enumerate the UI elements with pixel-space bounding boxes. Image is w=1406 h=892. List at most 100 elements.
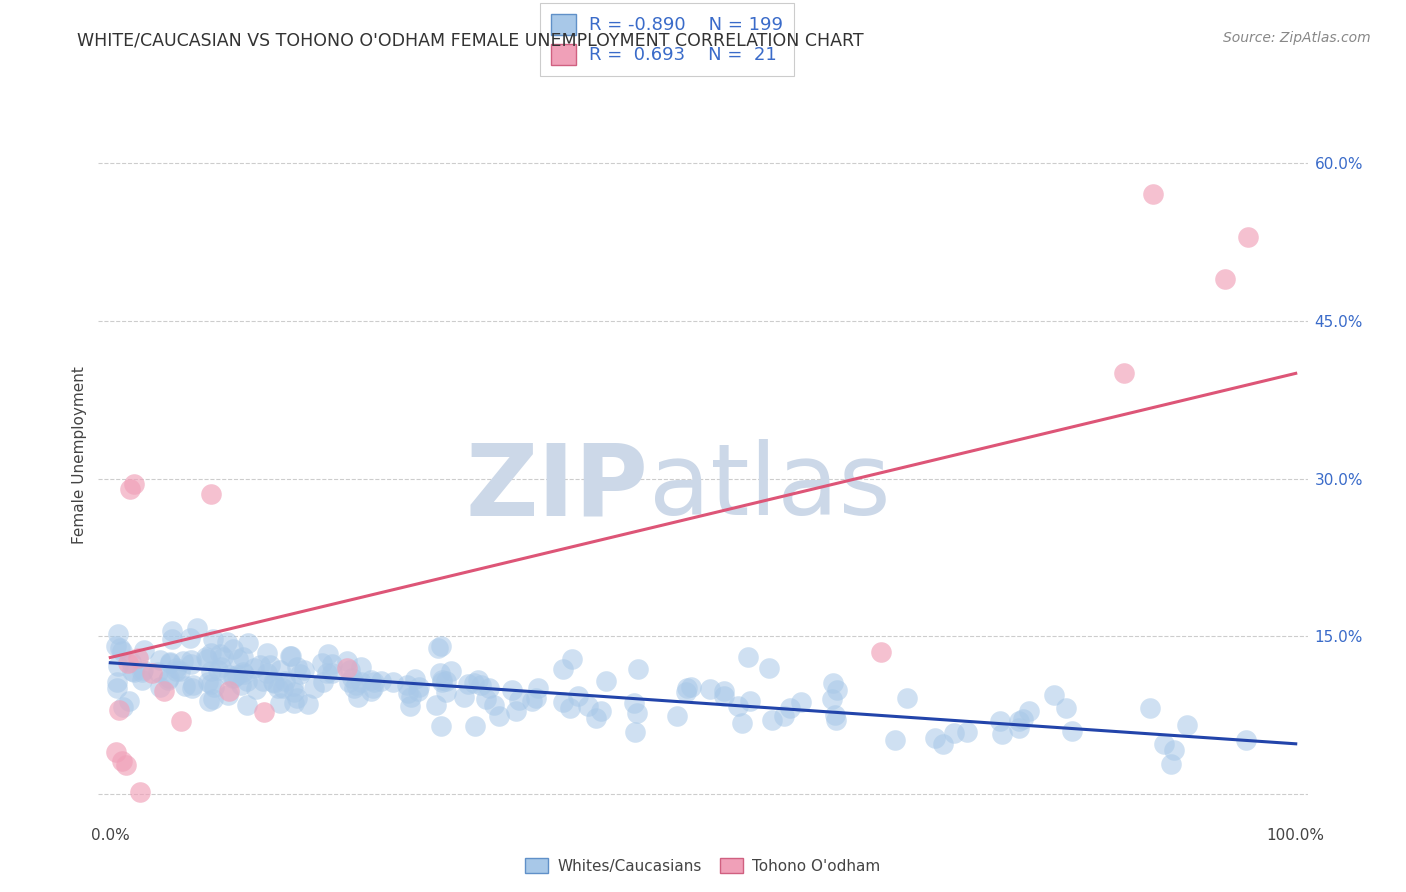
Point [114, 757, 136, 772]
Point [122, 665, 145, 679]
Point [160, 632, 183, 646]
Point [337, 674, 360, 689]
Point [105, 675, 128, 690]
Point [429, 666, 451, 681]
Point [157, 673, 180, 688]
Point [278, 648, 301, 663]
Point [990, 714, 1012, 728]
Point [315, 665, 337, 680]
Y-axis label: Female Unemployment: Female Unemployment [72, 366, 87, 544]
Point [180, 653, 202, 667]
Point [467, 673, 489, 687]
Point [789, 695, 811, 709]
Point [869, 645, 891, 659]
Point [160, 624, 183, 639]
Text: WHITE/CAUCASIAN VS TOHONO O'ODHAM FEMALE UNEMPLOYMENT CORRELATION CHART: WHITE/CAUCASIAN VS TOHONO O'ODHAM FEMALE… [77, 31, 863, 49]
Point [430, 639, 453, 653]
Point [200, 677, 222, 691]
Point [149, 652, 172, 666]
Point [1054, 701, 1077, 715]
Point [1175, 718, 1198, 732]
Point [117, 656, 139, 670]
Point [159, 657, 181, 671]
Point [159, 656, 181, 670]
Point [1234, 732, 1257, 747]
Point [1012, 712, 1035, 726]
Point [1008, 721, 1031, 735]
Point [225, 667, 247, 681]
Point [676, 681, 699, 695]
Point [551, 695, 574, 709]
Point [222, 642, 245, 657]
Point [165, 661, 187, 675]
Point [112, 699, 135, 714]
Point [560, 701, 582, 715]
Text: atlas: atlas [648, 440, 890, 536]
Point [198, 694, 221, 708]
Point [280, 649, 302, 664]
Point [222, 671, 245, 685]
Point [200, 646, 222, 660]
Point [475, 691, 498, 706]
Point [202, 681, 225, 695]
Point [211, 650, 233, 665]
Point [179, 631, 201, 645]
Point [107, 703, 129, 717]
Point [343, 681, 366, 695]
Text: ZIP: ZIP [465, 440, 648, 536]
Point [321, 657, 343, 671]
Point [297, 697, 319, 711]
Point [165, 664, 187, 678]
Point [350, 660, 373, 674]
Point [197, 675, 219, 690]
Point [152, 684, 174, 698]
Point [149, 680, 172, 694]
Point [627, 662, 650, 676]
Point [262, 675, 284, 690]
Point [576, 698, 599, 713]
Point [252, 673, 274, 688]
Point [287, 690, 309, 705]
Point [382, 675, 405, 690]
Point [111, 754, 134, 768]
Point [141, 666, 163, 681]
Point [457, 677, 479, 691]
Point [243, 661, 266, 675]
Point [396, 678, 419, 692]
Point [105, 745, 128, 759]
Point [942, 726, 965, 740]
Point [626, 706, 648, 720]
Text: Source: ZipAtlas.com: Source: ZipAtlas.com [1223, 31, 1371, 45]
Point [108, 641, 131, 656]
Point [824, 708, 846, 723]
Point [200, 664, 222, 678]
Point [186, 622, 208, 636]
Point [363, 675, 385, 690]
Point [346, 690, 368, 705]
Point [436, 684, 458, 698]
Point [292, 663, 315, 677]
Point [360, 684, 382, 698]
Point [470, 678, 492, 692]
Point [956, 725, 979, 739]
Point [501, 682, 523, 697]
Point [1160, 756, 1182, 771]
Point [283, 685, 305, 699]
Point [1139, 700, 1161, 714]
Point [561, 651, 583, 665]
Point [201, 632, 224, 647]
Point [932, 737, 955, 751]
Point [585, 711, 607, 725]
Point [283, 679, 305, 693]
Point [623, 724, 645, 739]
Point [209, 660, 232, 674]
Point [232, 667, 254, 681]
Point [344, 677, 367, 691]
Point [222, 669, 245, 683]
Point [404, 672, 426, 686]
Point [896, 690, 918, 705]
Point [821, 676, 844, 690]
Point [288, 666, 311, 681]
Point [408, 681, 430, 695]
Point [181, 681, 204, 696]
